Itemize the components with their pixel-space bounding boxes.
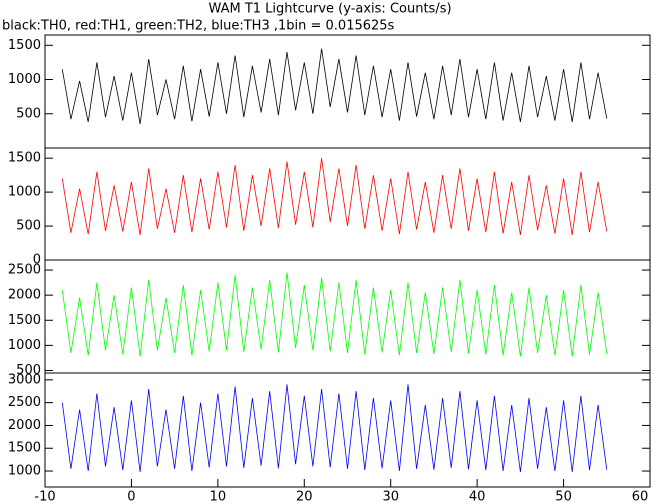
y-tick-label: 2500 bbox=[8, 263, 41, 278]
y-tick-label: 1000 bbox=[8, 185, 41, 200]
y-tick-label: 3000 bbox=[8, 372, 41, 387]
chart-title: WAM T1 Lightcurve (y-axis: Counts/s) bbox=[208, 2, 451, 17]
y-tick-label: 500 bbox=[16, 219, 41, 234]
y-tick-label: 1500 bbox=[8, 313, 41, 328]
lightcurve bbox=[61, 384, 608, 473]
y-tick-label: 500 bbox=[16, 363, 41, 378]
chart-subtitle: black:TH0, red:TH1, green:TH2, blue:TH3 … bbox=[2, 19, 395, 34]
x-tick-label: 30 bbox=[382, 490, 399, 504]
y-tick-label: 1500 bbox=[8, 151, 41, 166]
y-tick-label: 1500 bbox=[8, 38, 41, 53]
lightcurve bbox=[61, 48, 608, 125]
y-tick-label: 1000 bbox=[8, 464, 41, 479]
y-tick-label: 1000 bbox=[8, 338, 41, 353]
panel-frame bbox=[44, 34, 651, 149]
x-tick-label: 60 bbox=[632, 490, 649, 504]
x-tick-label: -10 bbox=[34, 490, 55, 504]
x-tick-label: 10 bbox=[210, 490, 227, 504]
x-tick-label: 0 bbox=[127, 490, 135, 504]
y-tick-label: 1500 bbox=[8, 441, 41, 456]
lightcurve bbox=[61, 272, 608, 357]
y-tick-label: 2000 bbox=[8, 418, 41, 433]
y-tick-label: 1000 bbox=[8, 72, 41, 87]
y-tick-label: 0 bbox=[33, 253, 41, 268]
panel-frame bbox=[44, 372, 651, 488]
x-tick-label: 50 bbox=[555, 490, 572, 504]
panel-frame bbox=[44, 259, 651, 374]
x-tick-label: 40 bbox=[469, 490, 486, 504]
lightcurve bbox=[61, 158, 608, 235]
x-tick-label: 20 bbox=[296, 490, 313, 504]
y-tick-label: 2500 bbox=[8, 395, 41, 410]
y-tick-label: 500 bbox=[16, 106, 41, 121]
y-tick-label: 2000 bbox=[8, 288, 41, 303]
